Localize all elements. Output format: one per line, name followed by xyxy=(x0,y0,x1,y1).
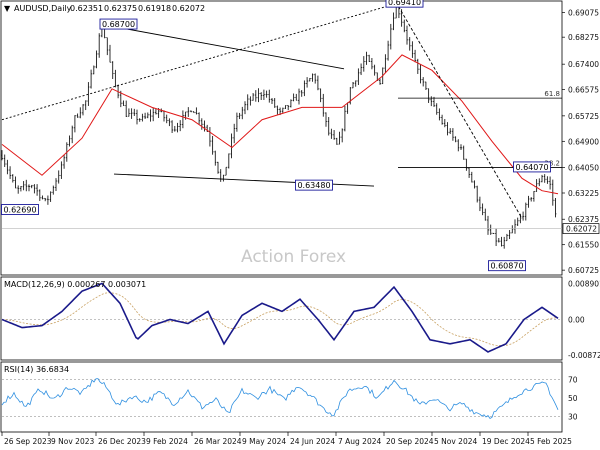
time-tick-7: 7 Aug 2024 xyxy=(338,437,381,446)
price-tick-0: 0.69075 xyxy=(568,8,599,17)
price-axis: 0.69075 0.68275 0.67400 0.66575 0.65725 0.649… xyxy=(562,8,600,275)
current-price-label: 0.62072 xyxy=(566,225,597,234)
rsi-tick-0: 70 xyxy=(568,376,578,385)
annotation-box-5 xyxy=(488,260,526,272)
price-tick-4: 0.65725 xyxy=(568,112,599,121)
price-tick-2: 0.67400 xyxy=(568,60,599,69)
time-tick-10: 19 Dec 2024 xyxy=(482,437,530,446)
time-tick-9: 5 Nov 2024 xyxy=(434,437,477,446)
fib-level-label-1: 38.2 xyxy=(544,160,560,168)
time-tick-1: 9 Nov 2023 xyxy=(51,437,94,446)
rsi-tick-1: 50 xyxy=(568,394,578,403)
time-tick-4: 26 Mar 2024 xyxy=(194,437,242,446)
annotation-label-4: 0.64070 xyxy=(515,163,548,172)
ohlc-high: 0.62375 xyxy=(104,4,137,13)
ohlc-low: 0.61918 xyxy=(138,4,171,13)
annotation-label-5: 0.60870 xyxy=(490,262,523,271)
main-panel xyxy=(0,0,563,276)
ohlc-close: 0.62072 xyxy=(172,4,205,13)
macd-plot: 0.008901 0.00 -0.008729 xyxy=(1,279,600,360)
time-tick-8: 20 Sep 2024 xyxy=(386,437,434,446)
macd-line xyxy=(1,282,559,353)
annotation-box-3 xyxy=(1,204,39,215)
trendline-3 xyxy=(395,1,523,219)
price-plot: 61.8 38.2 0.68700 0.69410 0.63480 0.62690 0.64… xyxy=(1,0,562,272)
ohlc-open: 0.62351 xyxy=(70,4,103,13)
symbol-header: AUDUSD,Daily xyxy=(14,4,72,13)
time-tick-2: 26 Dec 2023 xyxy=(98,437,146,446)
time-tick-3: 9 Feb 2024 xyxy=(146,437,188,446)
price-tick-6: 0.64050 xyxy=(568,164,599,173)
macd-tick-2: -0.008729 xyxy=(568,351,600,360)
dropdown-icon[interactable]: ▼ xyxy=(4,4,11,13)
annotation-label-2: 0.63480 xyxy=(297,181,330,190)
macd-tick-0: 0.008901 xyxy=(568,279,600,288)
annotation-label-0: 0.68700 xyxy=(102,20,135,29)
annotation-label-1: 0.69410 xyxy=(388,0,421,7)
time-tick-11: 5 Feb 2025 xyxy=(530,437,572,446)
rsi-line xyxy=(1,378,559,420)
price-tick-1: 0.68275 xyxy=(568,33,599,42)
time-tick-0: 26 Sep 2023 xyxy=(4,437,52,446)
price-tick-9: 0.61550 xyxy=(568,241,599,250)
macd-header: MACD(12,26,9) 0.000267 0.003071 xyxy=(4,280,146,289)
price-tick-3: 0.66575 xyxy=(568,86,599,95)
annotation-box-2 xyxy=(295,179,333,191)
moving-average-line xyxy=(1,54,559,195)
macd-tick-1: 0.00 xyxy=(568,316,585,325)
annotation-box-0 xyxy=(99,18,138,30)
trendline-0 xyxy=(1,2,401,121)
price-tick-5: 0.64900 xyxy=(568,137,599,146)
time-tick-6: 24 Jun 2024 xyxy=(290,437,335,446)
annotation-box-4 xyxy=(513,161,551,173)
fib-level-label-0: 61.8 xyxy=(544,90,560,98)
annotation-label-3: 0.62690 xyxy=(3,206,36,215)
rsi-plot: 70 50 30 xyxy=(1,376,578,421)
rsi-header: RSI(14) 36.6834 xyxy=(4,365,69,374)
trendline-1 xyxy=(99,23,345,70)
current-price-box xyxy=(562,223,600,234)
watermark: Action Forex xyxy=(241,247,346,267)
macd-panel xyxy=(0,276,563,361)
price-tick-10: 0.60725 xyxy=(568,266,599,275)
price-tick-8: 0.62375 xyxy=(568,215,599,224)
rsi-panel xyxy=(0,361,563,433)
rsi-tick-2: 30 xyxy=(568,412,578,421)
annotation-box-1 xyxy=(385,0,424,8)
time-tick-5: 9 May 2024 xyxy=(242,437,286,446)
time-axis: 26 Sep 2023 9 Nov 2023 26 Dec 2023 9 Feb 20… xyxy=(1,432,572,446)
price-tick-7: 0.63225 xyxy=(568,189,599,198)
